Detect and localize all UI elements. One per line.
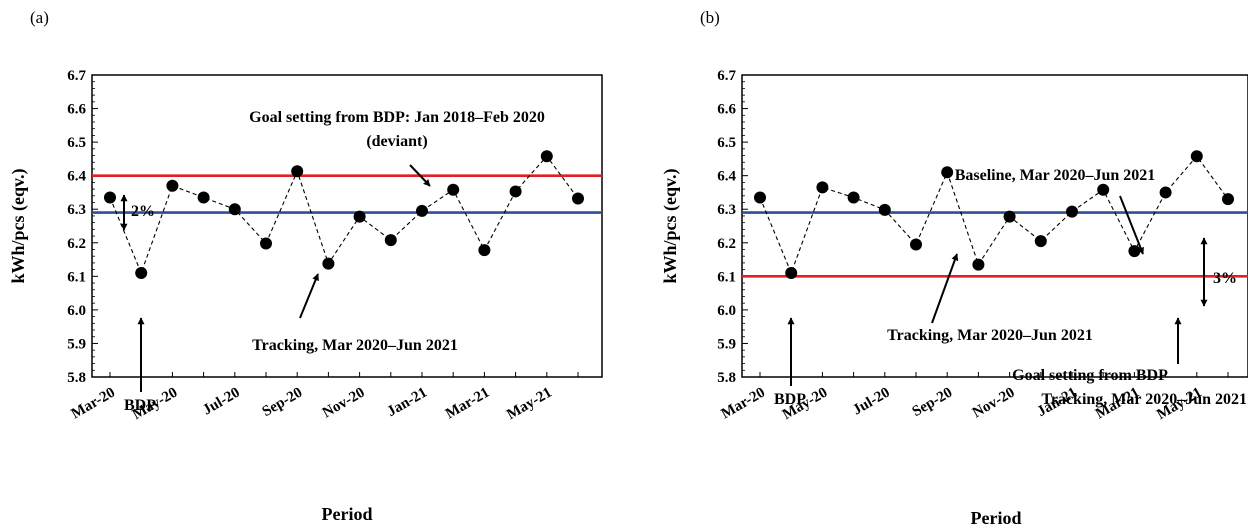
data-point xyxy=(416,204,428,217)
data-point xyxy=(1066,205,1078,218)
tracking-annotation: Tracking, Mar 2020–Jun 2021 xyxy=(252,337,458,354)
data-point xyxy=(228,203,241,216)
goal-annotation-note: Tracking, Mar 2020–Jun 2021 xyxy=(1041,391,1247,408)
data-point xyxy=(135,266,148,279)
y-tick-label: 6.4 xyxy=(67,169,86,185)
goal-annotation-note: (deviant) xyxy=(366,133,427,150)
data-point xyxy=(1222,193,1234,206)
tracking-annotation: Tracking, Mar 2020–Jun 2021 xyxy=(887,327,1093,344)
bdp-annotation: BDP xyxy=(124,397,156,414)
plot-frame xyxy=(91,74,603,378)
data-point xyxy=(972,258,985,271)
data-point xyxy=(1034,235,1047,248)
y-axis-title: kWh/pcs (eqv.) xyxy=(660,168,681,283)
panel-a: (a) 5.8 5.9 6.0 6.1 6.2 6.3 6.4 6.5 6.6 6.7 kWh/pcs… xyxy=(8,8,603,524)
x-tick-label: Sep-20 xyxy=(910,385,956,421)
data-point xyxy=(1159,186,1172,199)
goal-annotation: Goal setting from BDP: Jan 2018–Feb 2020 xyxy=(249,109,545,126)
y-tick-label: 6.5 xyxy=(717,135,736,151)
data-point xyxy=(166,179,179,192)
y-tick-label: 5.8 xyxy=(67,370,86,386)
data-point xyxy=(816,181,829,194)
data-point xyxy=(1128,245,1141,258)
data-point xyxy=(353,210,366,223)
x-tick-label: Mar-20 xyxy=(719,385,768,423)
y-tick-label: 5.9 xyxy=(67,336,86,352)
baseline-annotation: Baseline, Mar 2020–Jun 2021 xyxy=(955,167,1156,184)
data-point xyxy=(197,191,210,204)
data-point xyxy=(291,165,304,178)
data-point xyxy=(384,234,397,247)
data-point xyxy=(1097,183,1110,196)
data-point xyxy=(785,266,798,279)
y-tick-label: 5.8 xyxy=(717,370,736,386)
x-axis-title: Period xyxy=(322,504,373,524)
y-tick-label: 6.6 xyxy=(717,102,736,118)
data-point xyxy=(447,183,460,196)
y-tick-label: 6.4 xyxy=(717,169,736,185)
data-point xyxy=(941,166,954,179)
bdp-annotation: BDP xyxy=(774,391,806,408)
goal-annotation: Goal setting from BDP xyxy=(1012,367,1168,384)
gap-percent-label: 3% xyxy=(1213,270,1237,287)
data-point xyxy=(260,237,272,250)
plot-frame xyxy=(741,74,1248,378)
panel-label: (a) xyxy=(30,8,49,27)
data-point xyxy=(1003,210,1016,223)
data-point xyxy=(1190,150,1203,163)
y-tick-label: 6.0 xyxy=(67,303,86,319)
panel-label: (b) xyxy=(700,8,720,27)
panel-b: (b) 5.8 5.9 6.0 6.1 6.2 6.3 6.4 6.5 6.6 6.7 kWh/pcs… xyxy=(660,8,1248,528)
data-point xyxy=(509,185,522,198)
data-point xyxy=(878,203,891,216)
goal-arrow xyxy=(409,164,431,187)
data-point xyxy=(754,191,766,204)
x-axis-title: Period xyxy=(971,508,1022,528)
gap-percent-label: 2% xyxy=(131,203,155,220)
data-point xyxy=(104,191,116,204)
data-point xyxy=(572,192,584,205)
tracking-arrow xyxy=(299,273,319,319)
y-tick-label: 6.3 xyxy=(67,202,86,218)
y-tick-label: 6.6 xyxy=(67,102,86,118)
data-point xyxy=(322,257,335,270)
data-point xyxy=(847,191,860,204)
x-tick-label: Mar-21 xyxy=(443,385,492,423)
x-tick-label: Jan-21 xyxy=(384,385,430,421)
data-point xyxy=(910,238,922,251)
y-tick-label: 6.0 xyxy=(717,303,736,319)
y-tick-label: 6.1 xyxy=(67,269,86,285)
x-tick-label: Jul-20 xyxy=(200,385,243,419)
y-tick-label: 5.9 xyxy=(717,336,736,352)
x-tick-label: May-21 xyxy=(504,385,555,423)
y-tick-label: 6.3 xyxy=(717,202,736,218)
data-point xyxy=(540,150,553,163)
series-line xyxy=(759,155,1229,275)
x-tick-label: Sep-20 xyxy=(260,385,306,421)
baseline-arrow xyxy=(1119,195,1144,255)
y-axis-title: kWh/pcs (eqv.) xyxy=(8,168,29,283)
y-tick-label: 6.7 xyxy=(717,68,736,84)
y-tick-label: 6.1 xyxy=(717,269,736,285)
x-tick-label: Nov-20 xyxy=(970,385,1018,422)
series-line xyxy=(109,155,579,275)
tracking-arrow xyxy=(931,253,959,324)
y-tick-label: 6.5 xyxy=(67,135,86,151)
x-tick-label: Nov-20 xyxy=(320,385,368,422)
data-point xyxy=(478,244,491,257)
y-tick-label: 6.7 xyxy=(67,68,86,84)
x-tick-label: Jul-20 xyxy=(850,385,893,419)
x-tick-label: Mar-20 xyxy=(69,385,118,423)
y-tick-label: 6.2 xyxy=(717,236,736,252)
y-tick-label: 6.2 xyxy=(67,236,86,252)
